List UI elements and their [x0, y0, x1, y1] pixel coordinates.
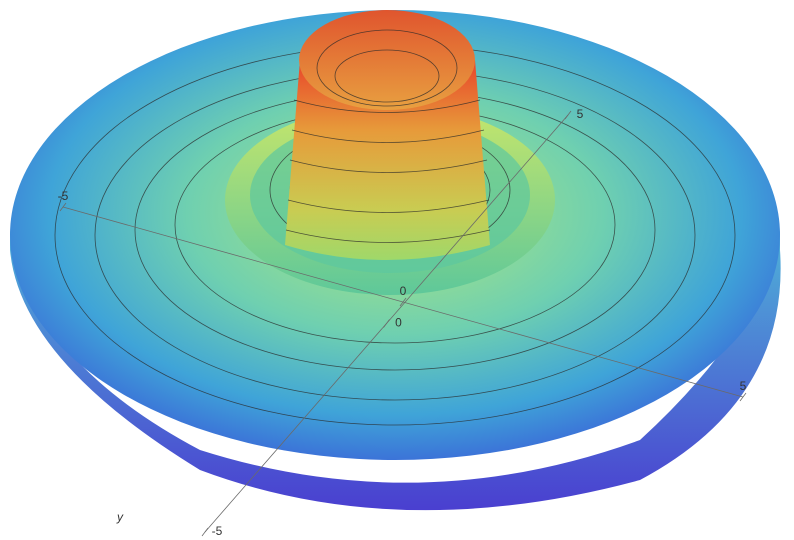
x-tick [739, 392, 747, 402]
x-tick [59, 202, 67, 212]
y-axis-label: y [116, 510, 124, 524]
surface [10, 10, 781, 511]
x-tick [399, 297, 407, 307]
x-tick-label: 0 [400, 284, 407, 298]
y-tick-label: 0 [395, 316, 402, 330]
y-tick [564, 110, 572, 120]
x-tick-label: 5 [740, 379, 747, 393]
y-tick [383, 319, 390, 328]
axes: -5 0 5 -5 0 5 [58, 107, 747, 538]
x-tick-label: -5 [58, 189, 69, 203]
y-tick [201, 527, 209, 537]
y-tick-label: -5 [212, 524, 223, 538]
y-tick-label: 5 [577, 107, 584, 121]
